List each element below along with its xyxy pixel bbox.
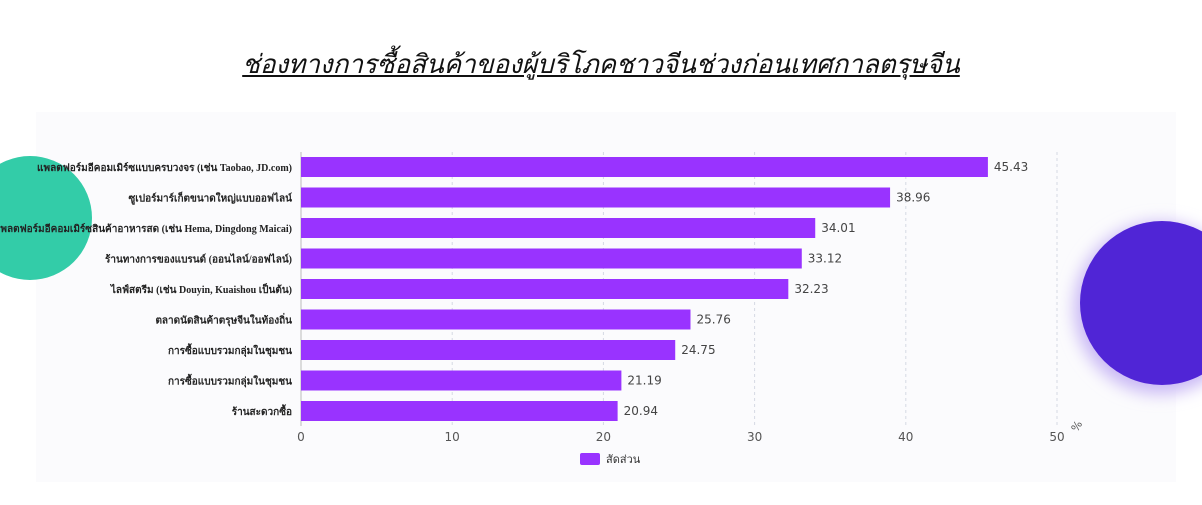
legend-label: สัดส่วน: [606, 454, 641, 466]
category-label: แพลตฟอร์มอีคอมเมิร์ซสินค้าอาหารสด (เช่น …: [0, 223, 292, 235]
data-label: 33.12: [808, 252, 842, 266]
data-label: 34.01: [821, 221, 855, 235]
decorative-circle-left: [0, 156, 92, 280]
category-label: การซื้อแบบรวมกลุ่มในชุมชน: [168, 343, 292, 357]
bar: [301, 370, 622, 391]
bar: [301, 187, 891, 208]
x-tick-label: 50: [1049, 430, 1064, 444]
x-axis-unit: %: [1069, 418, 1085, 434]
data-label: 38.96: [896, 191, 930, 205]
bar: [301, 340, 676, 360]
chart-title: ช่องทางการซื้อสินค้าของผู้บริโภคชาวจีนช่…: [242, 50, 960, 79]
data-label: 21.19: [627, 374, 661, 388]
category-label: ตลาดนัดสินค้าตรุษจีนในท้องถิ่น: [155, 313, 292, 327]
bar: [301, 279, 789, 299]
x-tick-label: 30: [747, 430, 762, 444]
category-label: แพลตฟอร์มอีคอมเมิร์ซแบบครบวงจร (เช่น Tao…: [37, 162, 292, 174]
category-label: ร้านทางการของแบรนด์ (ออนไลน์/ออฟไลน์): [105, 253, 292, 266]
decorative-circle-right: [1080, 221, 1202, 385]
bar: [301, 309, 691, 330]
data-label: 20.94: [624, 404, 658, 418]
x-tick-label: 0: [297, 430, 305, 444]
x-tick-label: 10: [445, 430, 460, 444]
data-label: 24.75: [681, 343, 715, 357]
x-tick-label: 40: [898, 430, 913, 444]
bar: [301, 248, 802, 269]
bar: [301, 218, 816, 238]
legend-swatch: [580, 453, 600, 465]
category-label: การซื้อแบบรวมกลุ่มในชุมชน: [168, 374, 292, 388]
x-tick-label: 20: [596, 430, 611, 444]
data-label: 45.43: [994, 160, 1028, 174]
category-label: ซูเปอร์มาร์เก็ตขนาดใหญ่แบบออฟไลน์: [129, 191, 293, 206]
category-label: ไลฟ์สตรีม (เช่น Douyin, Kuaishou เป็นต้น…: [110, 282, 292, 296]
category-label: ร้านสะดวกซื้อ: [232, 404, 292, 418]
bar: [301, 401, 618, 421]
data-label: 25.76: [696, 313, 730, 327]
bar: [301, 157, 988, 177]
data-label: 32.23: [794, 282, 828, 296]
